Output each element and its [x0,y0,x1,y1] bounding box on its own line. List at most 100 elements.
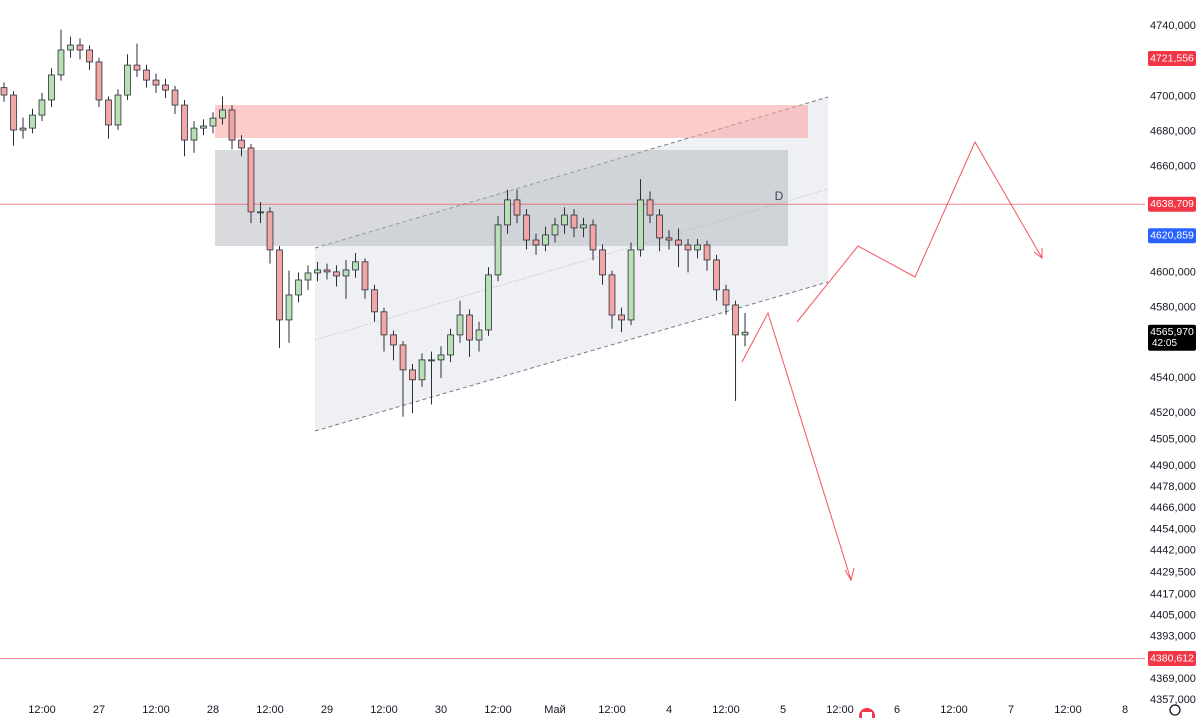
y-tick-label: 4740,000 [1150,20,1196,32]
candle-body [523,214,530,241]
candle-body [399,344,407,371]
candle-body [285,294,293,321]
settings-button[interactable] [1169,704,1181,716]
candles [0,29,749,417]
candle-body [76,44,84,51]
x-tick-label: 29 [321,704,333,716]
candle-body [19,127,27,131]
y-tick-label: 4357,000 [1150,694,1196,706]
x-tick-label: 8 [1122,704,1128,716]
candle-body [741,331,749,336]
candle-body [190,127,198,141]
y-tick-label: 4454,000 [1150,523,1196,535]
candle-body [323,269,331,273]
price-badge-label: 4380,612 [1150,652,1194,664]
candle-body [713,259,720,291]
candle-body [124,64,131,96]
drawings: D [215,96,829,432]
x-tick-label: 12:00 [712,704,740,716]
candle-body [637,199,644,251]
arrows [741,140,1043,582]
candle-body [48,74,55,101]
x-tick-label: 12:00 [28,704,56,716]
x-tick-label: 12:00 [826,704,854,716]
y-tick-label: 4393,000 [1150,631,1196,643]
price-badge-label: 4565,970 [1150,326,1194,338]
y-tick-label: 4369,000 [1150,673,1196,685]
price-badge-label: 4638,709 [1150,198,1194,210]
x-tick-label: 28 [207,704,219,716]
arrow-head [844,567,855,582]
y-tick-label: 4478,000 [1150,481,1196,493]
candle-body [276,249,283,321]
arrow-path [796,140,1043,323]
arrow-head [1033,248,1043,259]
candle-body [29,114,36,129]
candle-body [466,314,473,341]
x-tick-label: 12:00 [940,704,968,716]
y-tick-label: 4540,000 [1150,372,1196,384]
candle-body [152,79,160,86]
y-tick-label: 4700,000 [1150,90,1196,102]
candle-body [722,289,730,306]
x-tick-label: 7 [1008,704,1014,716]
settings-icon[interactable] [1169,704,1181,716]
candle-body [162,84,169,91]
candle-body [618,314,625,321]
candle-body [333,271,340,277]
event-flag [859,708,875,718]
candle-body [703,244,711,261]
y-tick-label: 4442,000 [1150,544,1196,556]
y-tick-label: 4417,000 [1150,588,1196,600]
candle-body [304,272,312,281]
candle-body [390,334,397,346]
y-tick-label: 4466,000 [1150,502,1196,514]
red-zone [215,105,808,138]
candle-body [361,261,369,291]
y-tick-label: 4660,000 [1150,161,1196,173]
candle-body [143,69,150,81]
candle-body [561,214,568,226]
x-tick-label: 5 [780,704,786,716]
price-badge-label: 4721,556 [1150,52,1194,64]
candle-body [532,239,540,246]
candle-body [409,369,416,381]
x-tick-label: 12:00 [142,704,170,716]
y-tick-label: 4429,500 [1150,566,1196,578]
candle-body [580,224,587,229]
candle-body [418,359,426,381]
candle-body [608,274,616,316]
x-tick-label: Май [544,704,566,716]
candle-body [371,289,378,313]
candle-body [732,304,739,336]
candle-body [570,214,578,229]
x-tick-label: 12:00 [1054,704,1082,716]
candle-body [0,87,8,96]
y-tick-label: 4505,000 [1150,434,1196,446]
candle-body [314,269,321,274]
candle-body [209,117,217,127]
price-badge [1148,650,1196,666]
flag-stripe [862,712,872,718]
candle-body [589,224,597,251]
x-tick-label: 30 [435,704,447,716]
candle-body [67,44,74,51]
channel-bottom [314,281,829,432]
price-badge [1148,324,1196,351]
candle-body [57,49,65,76]
y-tick-label: 4490,000 [1150,460,1196,472]
candle-body [475,329,483,341]
candle-body [95,61,103,101]
candle-body [200,125,207,129]
candle-body [494,224,502,276]
x-tick-label: 4 [666,704,672,716]
candle-body [504,199,511,226]
candle-body [456,314,464,336]
price-lines [0,203,1145,659]
price-badge-label: 4620,859 [1150,229,1194,241]
candle-body [447,334,454,356]
candle-body [485,274,492,331]
candle-body [257,211,264,214]
arrow-path [741,311,852,581]
